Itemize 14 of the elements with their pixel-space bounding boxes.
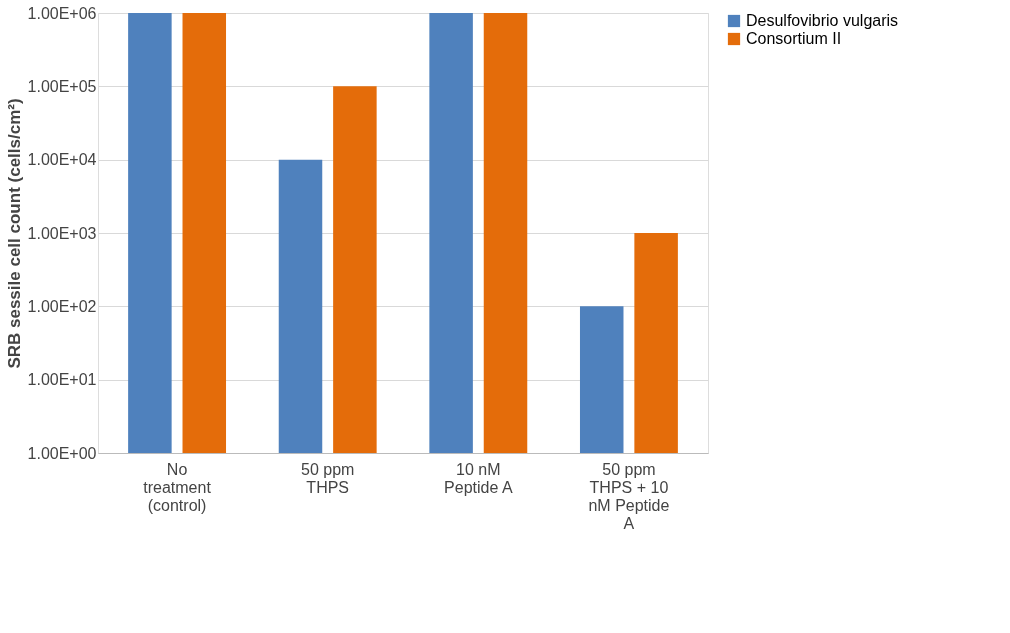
y-axis-title: SRB sessile cell count (cells/cm²) (4, 98, 24, 369)
legend-label: Desulfovibrio vulgaris (746, 12, 899, 29)
y-tick-label: 1.00E+06 (27, 4, 97, 22)
x-tick-label: 10 nM Peptide A (444, 460, 513, 496)
y-tick-label: 1.00E+03 (27, 224, 97, 242)
legend-label: Consortium II (746, 30, 842, 47)
y-tick-label: 1.00E+05 (27, 77, 97, 95)
y-tick-label: 1.00E+01 (27, 371, 97, 389)
y-tick-label: 1.00E+00 (27, 444, 97, 462)
y-tick-label: 1.00E+04 (27, 151, 97, 169)
x-tick-label: 50 ppm THPS + 10 nM Peptide A (588, 460, 670, 532)
y-tick-label: 1.00E+02 (27, 297, 97, 315)
x-tick-label: No treatment (control) (143, 460, 212, 514)
x-tick-label: 50 ppm THPS (301, 460, 355, 496)
